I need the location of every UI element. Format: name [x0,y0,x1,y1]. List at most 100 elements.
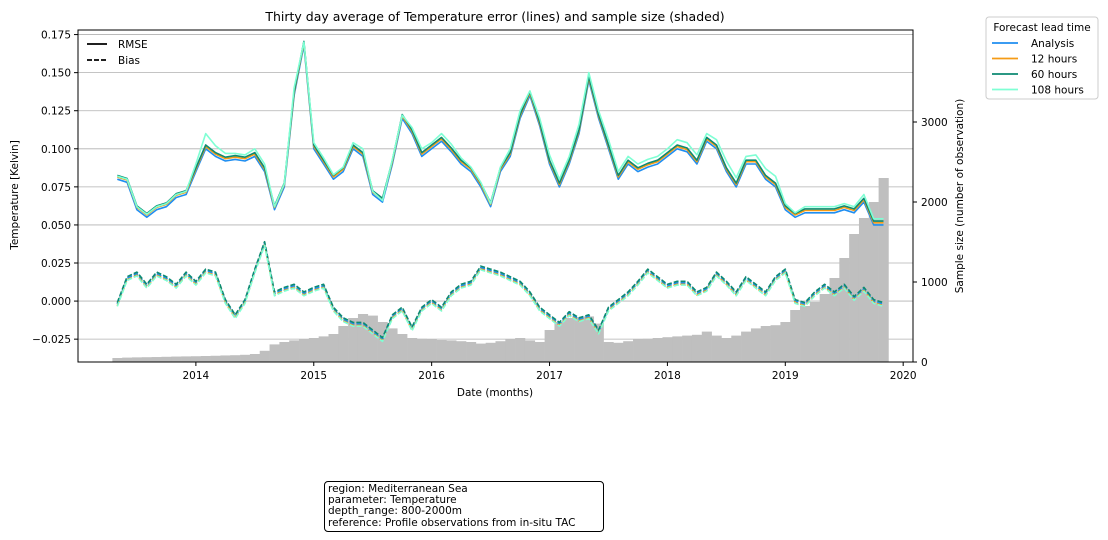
line-style-legend: RMSE Bias [87,39,148,67]
y-tick-label: 0.175 [41,30,71,42]
sample-size-bar [868,202,879,362]
style-legend-label: RMSE [118,39,148,51]
sample-size-bar [701,331,712,362]
sample-size-bar [809,302,820,362]
sample-size-bar [829,278,840,362]
y-tick-label: 0.150 [41,68,71,80]
lead-time-legend: Forecast lead time Analysis 12 hours 60 hou… [985,16,1099,100]
sample-size-bar [505,339,516,362]
sample-size-bar [426,339,437,362]
sample-size-bar [387,328,398,362]
sample-size-bar [593,323,604,362]
sample-size-bar [544,330,555,362]
x-axis-title: Date (months) [457,387,533,399]
x-tick-label: 2015 [300,370,327,382]
y-tick-label: 0.075 [41,182,71,194]
sample-size-bar [583,316,595,362]
axes: 2014 2015 2016 2017 2018 2019 2020 −0.025 0.000 0… [32,29,948,382]
lead-legend-label: 12 hours [1031,54,1077,66]
sample-size-bar [662,337,673,362]
rmse-analysis-line [117,44,884,226]
x-tick-label: 2017 [536,370,563,382]
x-tick-label: 2019 [772,370,799,382]
metadata-line: reference: Profile observations from in-… [328,516,576,529]
sample-size-bar [878,178,889,362]
sample-size-bar [819,294,830,362]
metadata-line: parameter: Temperature [328,494,457,507]
sample-size-bar [308,338,319,362]
sample-size-bar [112,358,123,362]
y2-tick-label: 3000 [921,117,948,129]
sample-size-bar [780,322,791,362]
x-tick-label: 2018 [654,370,681,382]
metadata-line: region: Mediterranean Sea [328,483,468,495]
y-tick-label: 0.125 [41,106,71,118]
lead-legend-frame [985,16,1099,100]
y-tick-label: −0.025 [32,334,71,346]
rmse-12h-line [117,42,884,224]
sample-size-bar [210,355,221,362]
sample-size-bar [682,335,693,362]
sample-size-bar [642,338,653,362]
y2-tick-label: 2000 [921,197,948,209]
lead-legend-label: Analysis [1031,38,1074,50]
x-tick-label: 2016 [418,370,445,382]
sample-size-bar [475,343,486,362]
sample-size-bar [279,342,290,362]
sample-size-bar [249,354,261,362]
bias-60h-line [116,240,884,339]
style-legend-label: Bias [118,55,140,67]
sample-size-bar [200,356,211,362]
x-tick-label: 2020 [890,370,917,382]
sample-size-bar [397,334,408,362]
sample-size-bar [839,258,850,362]
x-tick-label: 2014 [183,370,210,382]
lead-legend-label: 60 hours [1031,69,1077,81]
sample-size-bar [436,340,447,362]
y-tick-label: 0.000 [41,296,71,308]
sample-size-bar [691,334,703,362]
sample-size-bar [220,355,231,362]
sample-size-bar [132,357,143,362]
sample-size-bar [623,341,634,362]
sample-size-bar [446,340,457,362]
sample-size-bar [672,336,683,362]
sample-size-bar [318,336,329,362]
sample-size-bar [456,341,467,362]
sample-size-bar [770,325,781,362]
sample-size-bar [416,338,428,362]
rmse-108h-line [117,41,884,220]
metadata-line: depth_range: 800-2000m [328,505,462,518]
sample-size-bar [633,339,644,362]
sample-size-bar [515,338,526,362]
sample-size-bar [564,318,575,362]
plot-frame [77,29,914,363]
sample-size-bar [800,306,811,362]
sample-size-bar [790,310,801,362]
sample-size-bar [171,356,182,362]
sample-size-bar [554,322,565,362]
sample-size-bar [603,342,614,362]
sample-size-bar [190,356,202,362]
sample-size-bar [181,356,192,362]
lead-legend-label: 108 hours [1031,85,1084,97]
sample-size-bar [269,344,280,362]
y-tick-label: 0.100 [41,144,71,156]
sample-size-bar [760,326,771,362]
sample-size-bar [524,340,536,362]
chart-title: Thirty day average of Temperature error … [264,9,724,24]
sample-size-bar [652,338,663,362]
sample-size-bar [613,342,624,362]
y-tick-label: 0.025 [41,258,71,270]
sample-size-bar [240,354,251,362]
y-axis-title: Temperature [Kelvin] [9,140,21,251]
sample-size-bar [711,335,722,362]
sample-size-bar [151,357,162,362]
y2-axis-title: Sample size (number of observation) [954,99,966,293]
sample-size-bar [259,350,270,362]
sample-size-bar [348,318,359,362]
sample-size-bar [407,338,418,362]
sample-size-bar [357,314,369,362]
sample-size-bar [466,342,477,362]
sample-size-bar [741,331,752,362]
